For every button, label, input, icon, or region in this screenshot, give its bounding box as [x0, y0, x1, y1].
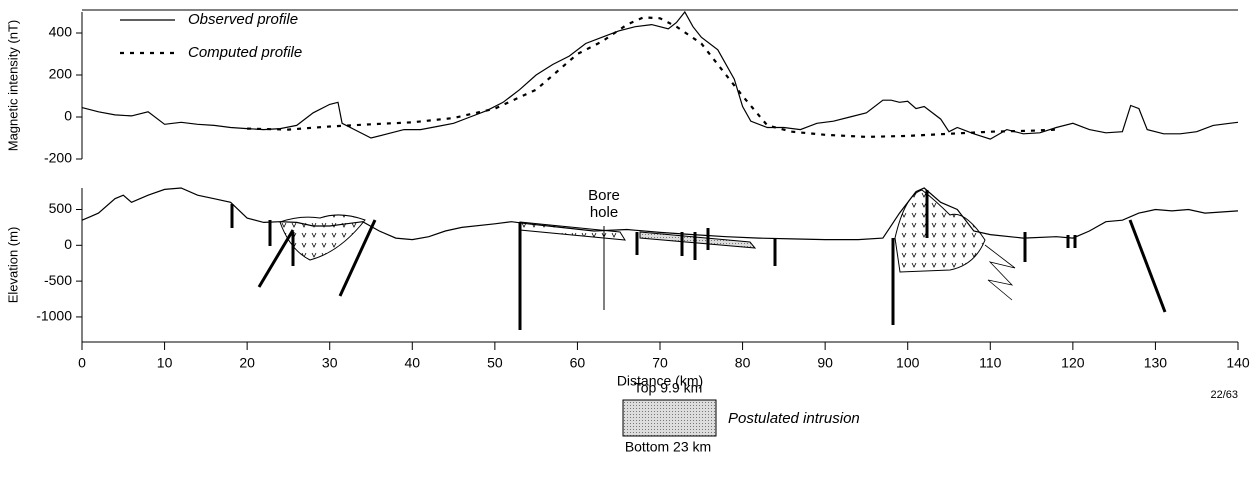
series-line [247, 16, 1057, 139]
x-tick-label: 10 [157, 355, 173, 371]
figure-number: 22/63 [1210, 389, 1238, 401]
y-axis-label: Elevation (m) [5, 227, 20, 304]
y-tick-label: -200 [44, 150, 72, 166]
y-tick-label: 400 [49, 24, 73, 40]
x-tick-label: 110 [979, 355, 1002, 371]
x-tick-label: 50 [487, 355, 503, 371]
x-tick-label: 100 [896, 355, 920, 371]
geology-decoration [230, 189, 1167, 330]
y-tick-label: -1000 [36, 308, 72, 324]
x-tick-label: 90 [817, 355, 833, 371]
legend-label: Computed profile [188, 44, 302, 61]
x-tick-label: 130 [1144, 355, 1168, 371]
series-line [81, 187, 1239, 241]
x-tick-label: 140 [1226, 355, 1250, 371]
x-tick-label: 70 [652, 355, 668, 371]
series-line [81, 10, 1239, 140]
annotation: Bore hole [588, 187, 620, 221]
y-tick-label: 0 [64, 236, 72, 252]
key-top: Top 9.9 km [634, 380, 702, 396]
y-tick-label: 200 [49, 66, 73, 82]
legend-label: Observed profile [188, 11, 298, 28]
y-axis-label: Magnetic intensity (nT) [5, 20, 20, 152]
intrusion-swatch [622, 399, 717, 437]
y-tick-label: 0 [64, 108, 72, 124]
key-label: Postulated intrusion [728, 410, 860, 427]
x-tick-label: 80 [735, 355, 751, 371]
x-tick-label: 120 [1061, 355, 1085, 371]
x-tick-label: 60 [570, 355, 586, 371]
x-tick-label: 40 [404, 355, 420, 371]
x-tick-label: 20 [239, 355, 255, 371]
x-tick-label: 30 [322, 355, 338, 371]
key-bottom: Bottom 23 km [625, 439, 711, 455]
y-tick-label: -500 [44, 272, 72, 288]
x-axis-label: Distance (km) [617, 373, 703, 389]
y-tick-label: 500 [49, 200, 73, 216]
x-tick-label: 0 [78, 355, 86, 371]
